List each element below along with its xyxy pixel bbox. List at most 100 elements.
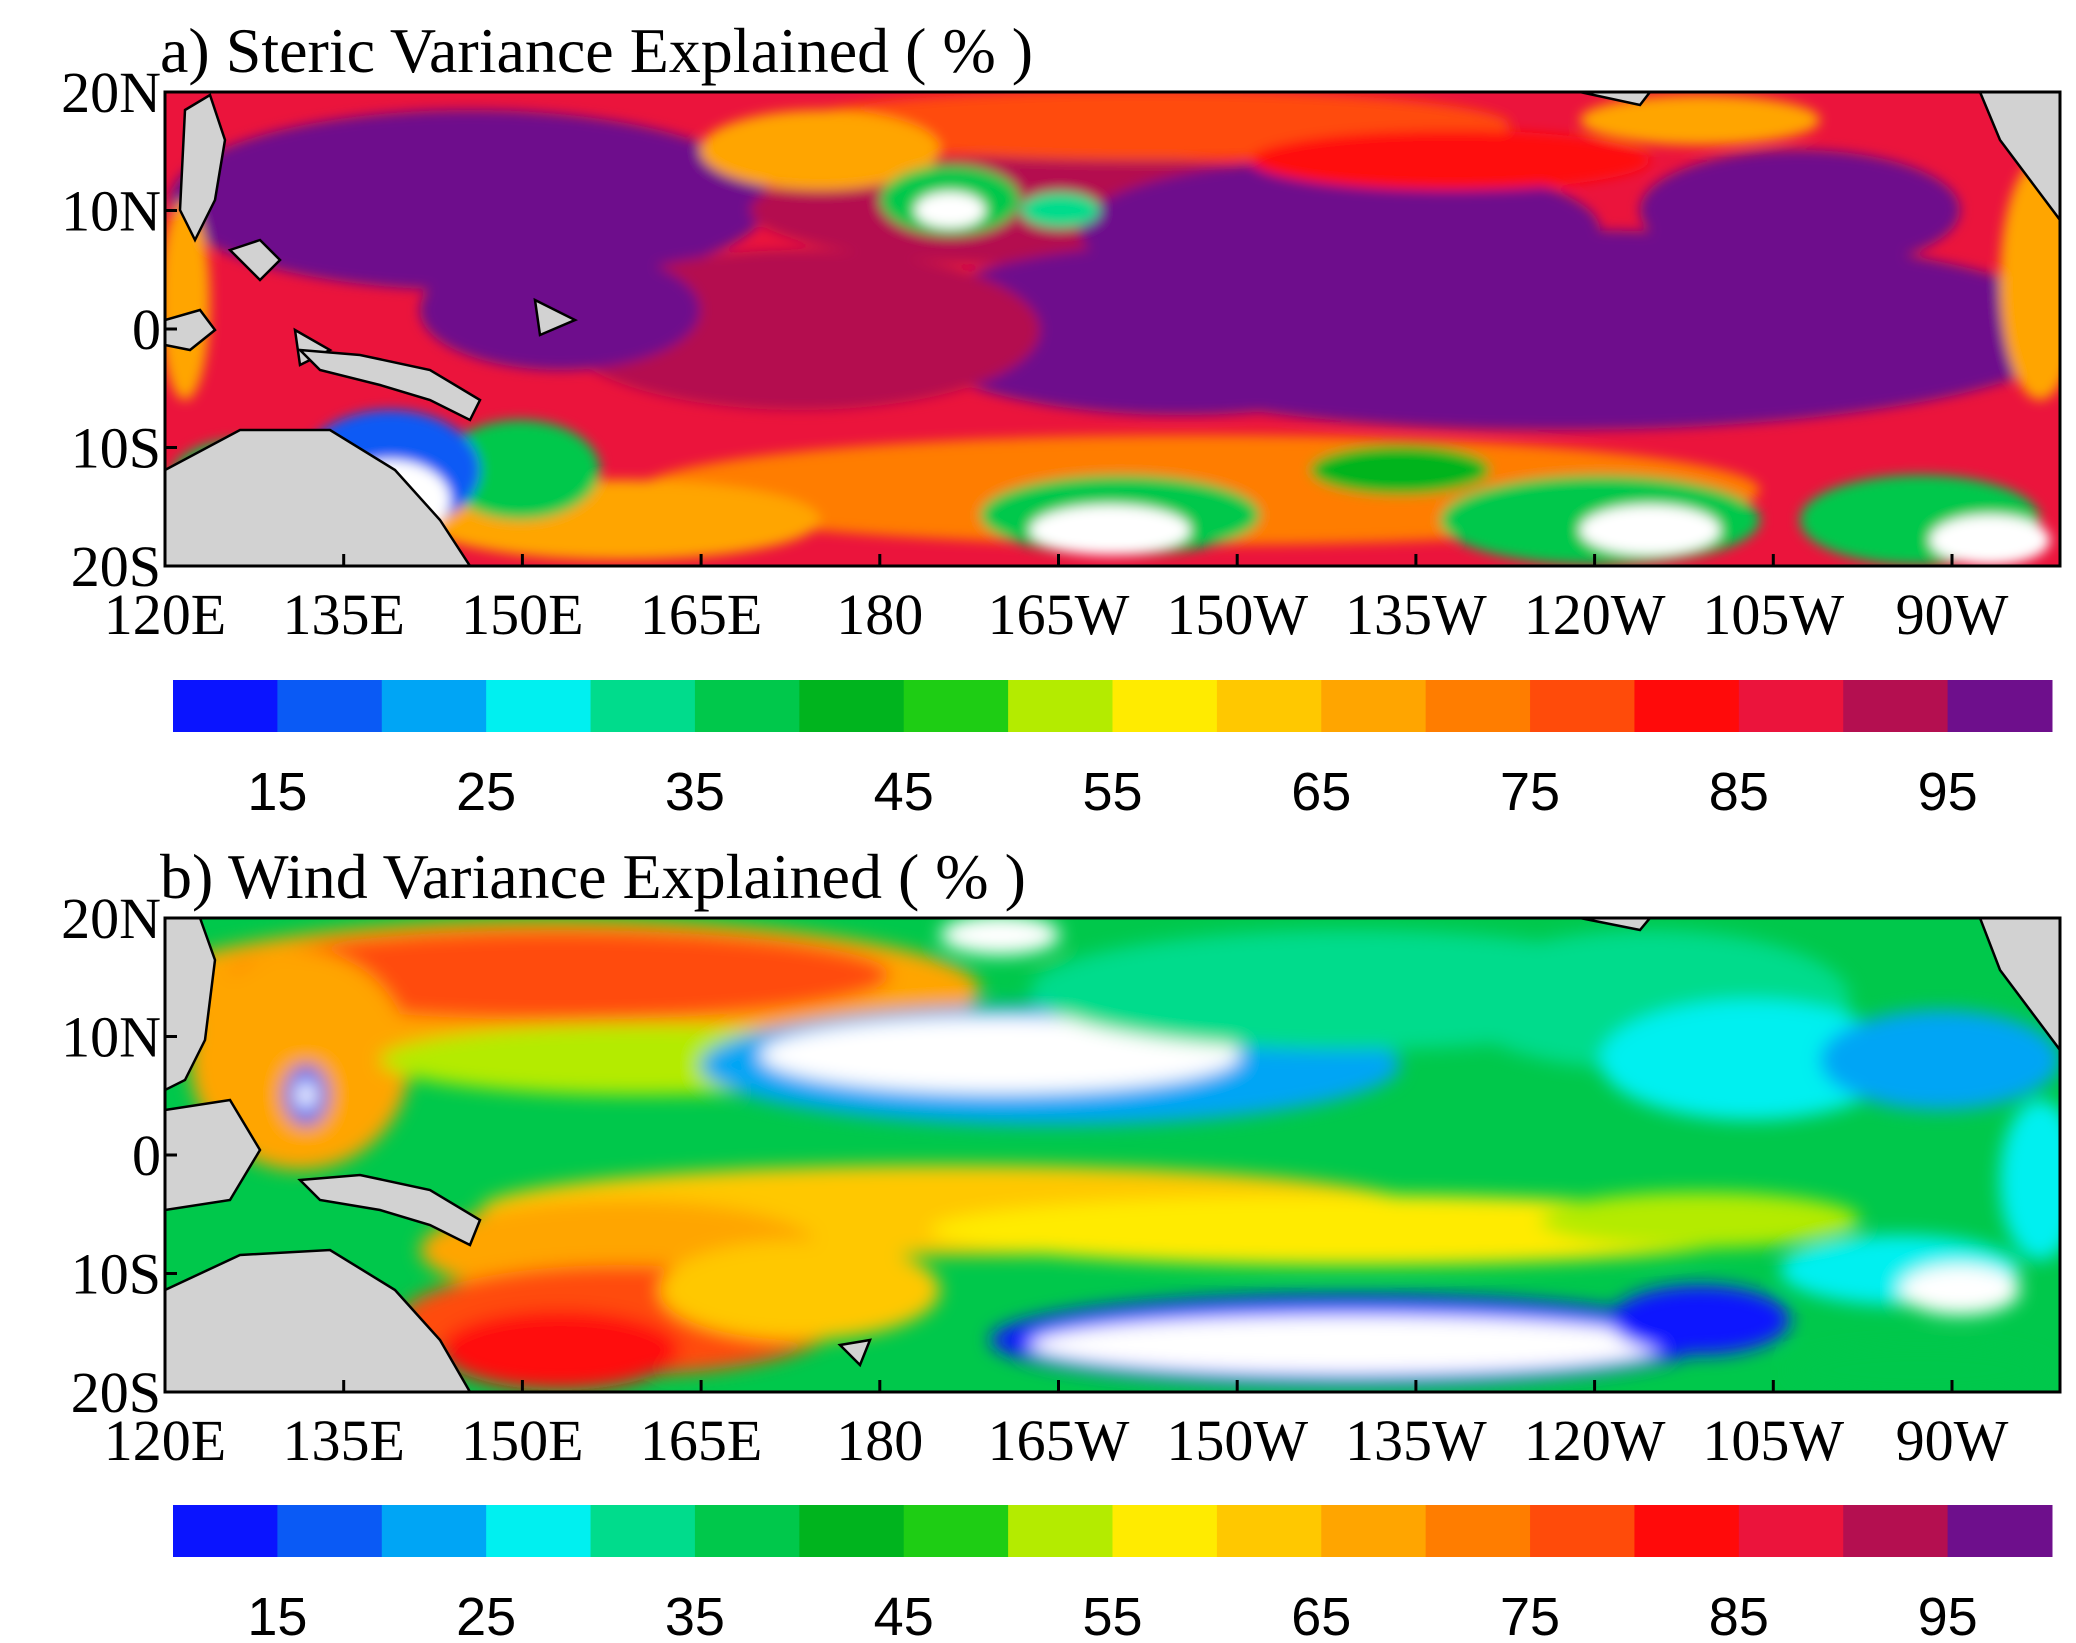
colorbar-swatch bbox=[1947, 680, 2053, 732]
colorbar-label: 95 bbox=[1918, 1587, 1978, 1643]
colorbar-swatch bbox=[694, 1505, 800, 1557]
colorbar-swatch bbox=[1008, 1505, 1113, 1557]
panel-a-map bbox=[165, 92, 2060, 566]
lat-tick-label: 10N bbox=[61, 1005, 161, 1070]
lat-tick-label: 0 bbox=[132, 297, 161, 362]
lon-tick-label: 165W bbox=[988, 1408, 1130, 1473]
lon-tick-label: 120E bbox=[104, 1408, 226, 1473]
colorbar-label: 35 bbox=[665, 1587, 725, 1643]
colorbar-swatch bbox=[1843, 680, 1949, 732]
colorbar-swatch bbox=[486, 680, 592, 732]
colorbar-swatch bbox=[486, 1505, 592, 1557]
panel-b-map bbox=[165, 918, 2060, 1392]
colorbar-swatch bbox=[1216, 680, 1322, 732]
colorbar-label: 55 bbox=[1082, 1587, 1142, 1643]
colorbar-swatch bbox=[277, 680, 383, 732]
colorbar-swatch bbox=[903, 680, 1009, 732]
colorbar-swatch bbox=[694, 680, 800, 732]
lon-tick-label: 165W bbox=[988, 582, 1130, 647]
lat-tick-label: 10S bbox=[71, 1242, 161, 1307]
colorbar-swatch bbox=[590, 1505, 696, 1557]
lon-tick-label: 120W bbox=[1524, 1408, 1666, 1473]
lat-tick-label: 0 bbox=[132, 1123, 161, 1188]
lon-tick-label: 135E bbox=[282, 1408, 404, 1473]
panel-a-land bbox=[165, 92, 2060, 566]
panel-a-field bbox=[165, 92, 2060, 565]
lon-tick-label: 165E bbox=[640, 582, 762, 647]
colorbar-label: 15 bbox=[247, 1587, 307, 1643]
lon-tick-label: 180 bbox=[836, 582, 923, 647]
lat-tick-label: 10N bbox=[61, 179, 161, 244]
colorbar-swatch bbox=[381, 1505, 487, 1557]
colorbar-label: 25 bbox=[456, 762, 516, 822]
colorbar-label: 75 bbox=[1500, 762, 1560, 822]
colorbar-swatch bbox=[1634, 1505, 1740, 1557]
lon-tick-label: 150W bbox=[1166, 582, 1308, 647]
colorbar-swatch bbox=[1321, 680, 1427, 732]
colorbar-swatch bbox=[1112, 1505, 1218, 1557]
colorbar-label: 65 bbox=[1291, 762, 1351, 822]
colorbar-label: 75 bbox=[1500, 1587, 1560, 1643]
colorbar-label: 65 bbox=[1291, 1587, 1351, 1643]
panel-b-land bbox=[165, 918, 2060, 1392]
lon-tick-label: 150E bbox=[461, 1408, 583, 1473]
colorbar-swatch bbox=[381, 680, 487, 732]
lon-tick-label: 165E bbox=[640, 1408, 762, 1473]
colorbar-swatch bbox=[1530, 1505, 1635, 1557]
colorbar-label: 25 bbox=[456, 1587, 516, 1643]
lon-tick-label: 135W bbox=[1345, 1408, 1487, 1473]
colorbar-swatch bbox=[1738, 680, 1844, 732]
colorbar-swatch bbox=[1321, 1505, 1427, 1557]
colorbar-swatch bbox=[903, 1505, 1009, 1557]
lon-tick-label: 90W bbox=[1896, 582, 2009, 647]
colorbar-swatch bbox=[1112, 680, 1218, 732]
colorbar-swatch bbox=[173, 680, 278, 732]
colorbar-label: 15 bbox=[247, 762, 307, 822]
colorbar-swatch bbox=[1843, 1505, 1949, 1557]
lat-tick-label: 20S bbox=[71, 1360, 161, 1425]
panel-b-title: b) Wind Variance Explained ( % ) bbox=[160, 841, 1026, 912]
colorbar-swatch bbox=[1634, 680, 1740, 732]
lat-tick-label: 20N bbox=[61, 60, 161, 125]
lon-tick-label: 150W bbox=[1166, 1408, 1308, 1473]
colorbar-swatch bbox=[1738, 1505, 1844, 1557]
colorbar-swatch bbox=[277, 1505, 383, 1557]
colorbar-label: 45 bbox=[874, 1587, 934, 1643]
lon-tick-label: 105W bbox=[1702, 1408, 1844, 1473]
colorbar-swatch bbox=[590, 680, 696, 732]
colorbar-label: 85 bbox=[1709, 762, 1769, 822]
colorbar-label: 85 bbox=[1709, 1587, 1769, 1643]
lat-tick-label: 10S bbox=[71, 416, 161, 481]
colorbar-swatch bbox=[799, 1505, 905, 1557]
lon-tick-label: 180 bbox=[836, 1408, 923, 1473]
panel-a: a) Steric Variance Explained ( % ) bbox=[61, 15, 2062, 647]
lat-tick-label: 20S bbox=[71, 534, 161, 599]
colorbar-swatch bbox=[1008, 680, 1113, 732]
colorbar-swatch bbox=[1947, 1505, 2053, 1557]
lon-tick-label: 105W bbox=[1702, 582, 1844, 647]
colorbar-swatch bbox=[799, 680, 905, 732]
colorbar-label: 35 bbox=[665, 762, 725, 822]
lon-tick-label: 135W bbox=[1345, 582, 1487, 647]
colorbar-swatch bbox=[1216, 1505, 1322, 1557]
lon-tick-label: 120W bbox=[1524, 582, 1666, 647]
panel-b-field bbox=[165, 918, 2060, 1392]
panel-a-title: a) Steric Variance Explained ( % ) bbox=[160, 15, 1033, 86]
colorbar-swatch bbox=[1425, 1505, 1531, 1557]
colorbar-swatch bbox=[1530, 680, 1635, 732]
lon-tick-label: 120E bbox=[104, 582, 226, 647]
colorbar-label: 55 bbox=[1082, 762, 1142, 822]
lon-tick-label: 150E bbox=[461, 582, 583, 647]
colorbar-swatch bbox=[1425, 680, 1531, 732]
colorbar-a: 15 25 35 45 55 65 75 85 95 bbox=[173, 680, 2053, 822]
lon-tick-label: 90W bbox=[1896, 1408, 2009, 1473]
colorbar-label: 95 bbox=[1918, 762, 1978, 822]
lat-tick-label: 20N bbox=[61, 886, 161, 951]
colorbar-label: 45 bbox=[874, 762, 934, 822]
panel-b: b) Wind Variance Explained ( % ) bbox=[61, 841, 2062, 1473]
colorbar-swatch bbox=[173, 1505, 278, 1557]
lon-tick-label: 135E bbox=[282, 582, 404, 647]
